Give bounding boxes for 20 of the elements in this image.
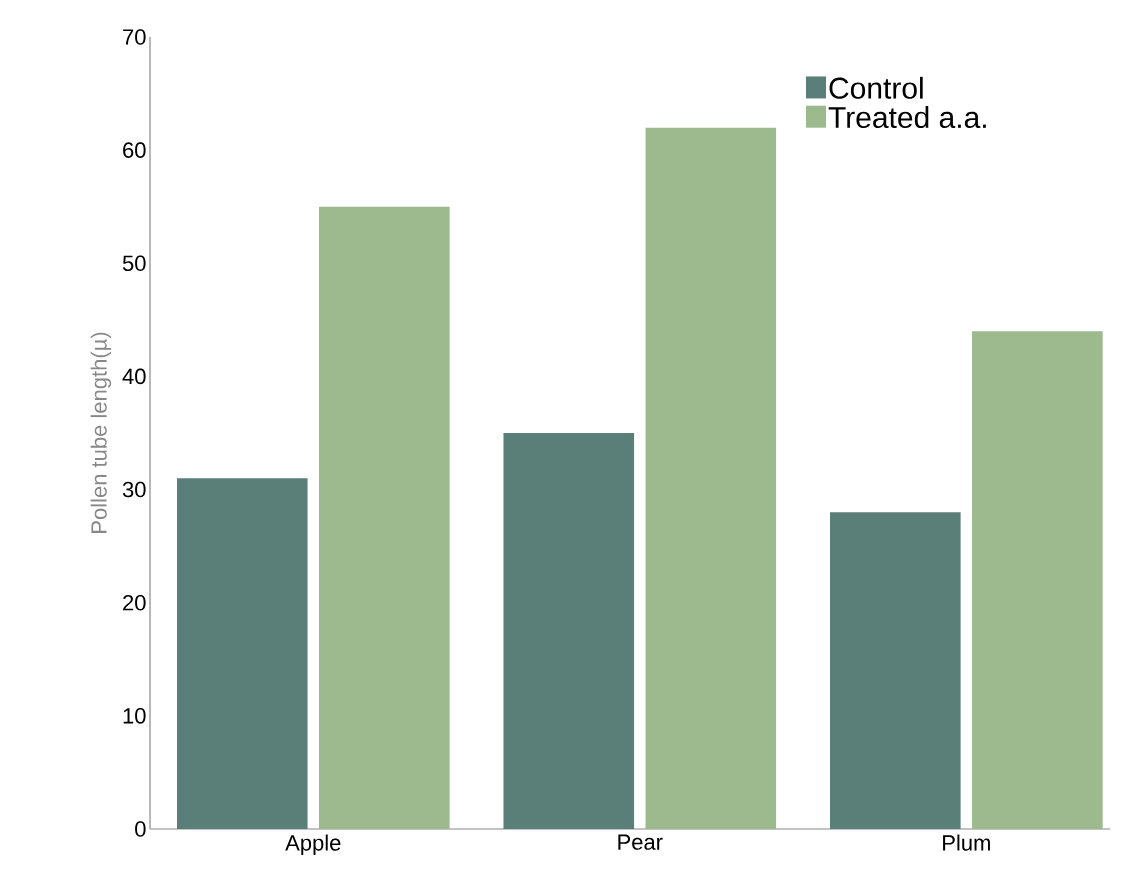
x-tick-label: Plum — [943, 834, 990, 851]
bar — [645, 127, 777, 829]
y-tick-label: 30 — [122, 481, 146, 498]
legend-label: Treated a.a. — [828, 106, 986, 129]
x-tick-label: Pear — [618, 834, 663, 850]
y-tick-label: 70 — [123, 29, 146, 45]
bar — [176, 478, 308, 829]
y-tick-label: 20 — [123, 594, 146, 611]
bar — [503, 432, 635, 829]
y-tick-label: 60 — [123, 142, 146, 158]
x-tick-label: Apple — [285, 834, 341, 856]
y-tick-label: 40 — [122, 368, 146, 385]
bar — [830, 512, 961, 829]
y-axis-title: Pollen tube length(µ) — [90, 332, 112, 533]
bar — [972, 331, 1103, 829]
legend-label: Control — [829, 76, 923, 99]
y-tick-label: 50 — [122, 255, 146, 272]
bar — [318, 206, 450, 829]
y-tick-label: 0 — [135, 821, 146, 837]
y-tick-label: 10 — [123, 708, 146, 724]
